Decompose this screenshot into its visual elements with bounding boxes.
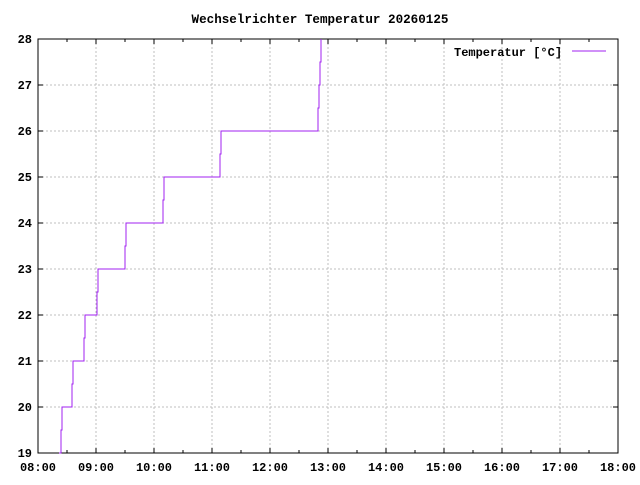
- svg-text:13:00: 13:00: [310, 461, 346, 475]
- svg-text:21: 21: [18, 355, 32, 369]
- svg-text:27: 27: [18, 79, 32, 93]
- svg-text:26: 26: [18, 125, 32, 139]
- svg-text:28: 28: [18, 33, 32, 47]
- svg-text:17:00: 17:00: [542, 461, 578, 475]
- svg-text:20: 20: [18, 401, 32, 415]
- svg-text:14:00: 14:00: [368, 461, 404, 475]
- svg-text:09:00: 09:00: [78, 461, 114, 475]
- svg-text:24: 24: [18, 217, 32, 231]
- svg-text:Wechselrichter Temperatur 2026: Wechselrichter Temperatur 20260125: [192, 13, 449, 27]
- svg-text:08:00: 08:00: [20, 461, 56, 475]
- svg-text:15:00: 15:00: [426, 461, 462, 475]
- svg-text:25: 25: [18, 171, 32, 185]
- svg-text:12:00: 12:00: [252, 461, 288, 475]
- svg-text:22: 22: [18, 309, 32, 323]
- svg-text:19: 19: [18, 447, 32, 461]
- svg-text:10:00: 10:00: [136, 461, 172, 475]
- svg-text:18:00: 18:00: [600, 461, 636, 475]
- svg-text:23: 23: [18, 263, 32, 277]
- svg-text:11:00: 11:00: [194, 461, 230, 475]
- svg-text:16:00: 16:00: [484, 461, 520, 475]
- svg-text:Temperatur [°C]: Temperatur [°C]: [454, 46, 562, 60]
